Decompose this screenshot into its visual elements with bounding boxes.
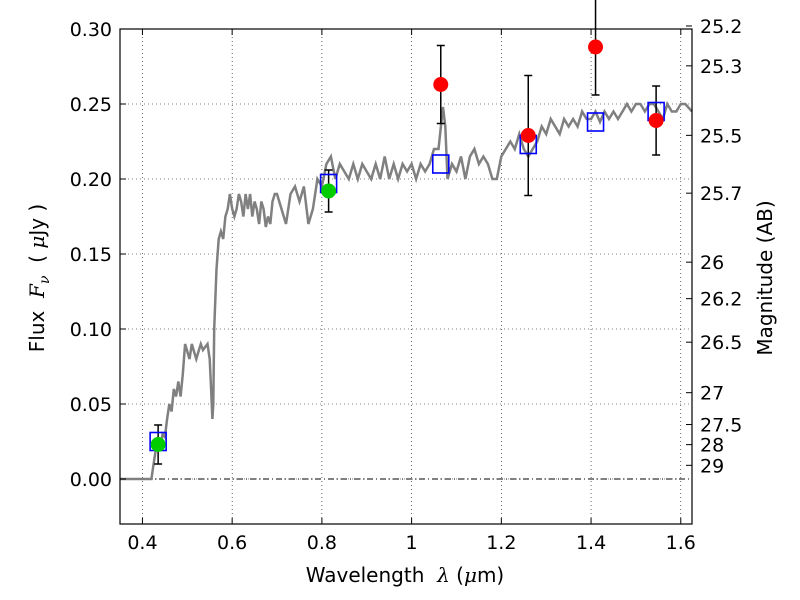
y-tick-label: 0.25: [70, 94, 112, 116]
x-axis-ticks: 0.4 0.6 0.8 1 1.2 1.4 1.6: [127, 29, 696, 554]
y2-tick-label: 25.2: [700, 16, 742, 38]
y2-tick-label: 28: [700, 435, 724, 457]
y2-tick-label: 25.3: [700, 56, 742, 78]
y-tick-label: 0.20: [70, 169, 112, 191]
data-points: [150, 39, 664, 452]
x-tick-label: 0.4: [127, 532, 157, 554]
x-axis-label: Wavelength λ (μm): [306, 563, 505, 587]
y2-tick-label: 27.5: [700, 415, 742, 437]
y2-tick-label: 26: [700, 252, 724, 274]
y-tick-label: 0.15: [70, 244, 112, 266]
y2-tick-label: 25.7: [700, 183, 742, 205]
red-data-point: [588, 39, 604, 55]
model-box-marker: [586, 112, 605, 132]
spectrum-line: [120, 100, 693, 481]
y2-tick-label: 29: [700, 455, 724, 477]
y-axis-label: Flux Fν ( μJy ): [25, 204, 53, 352]
y2-tick-label: 26.2: [700, 289, 742, 311]
red-data-point: [648, 113, 664, 128]
x-tick-label: 1.2: [486, 532, 516, 554]
y-tick-label: 0.10: [70, 319, 112, 341]
y-axis-ticks: 0.00 0.05 0.10 0.15 0.20 0.25 0.30: [70, 19, 126, 491]
error-bars: [154, 0, 661, 465]
red-data-point: [433, 77, 449, 92]
grid-lines: [120, 28, 692, 524]
y-tick-label: 0.30: [70, 19, 112, 41]
y-tick-label: 0.00: [70, 469, 112, 491]
plot-frame: [119, 28, 693, 525]
x-tick-label: 0.6: [217, 532, 247, 554]
y-tick-label: 0.05: [70, 394, 112, 416]
y2-tick-label: 26.5: [700, 332, 742, 354]
y2-tick-label: 27: [700, 383, 724, 405]
red-data-point: [520, 128, 536, 143]
x-tick-label: 1: [406, 532, 418, 554]
model-box-marker: [431, 154, 450, 174]
x-tick-label: 1.6: [666, 532, 696, 554]
y2-axis-label: Magnitude (AB): [753, 200, 777, 355]
x-tick-label: 1.4: [576, 532, 606, 554]
x-tick-label: 0.8: [307, 532, 337, 554]
y2-tick-label: 25.5: [700, 125, 742, 147]
model-boxes: [149, 101, 665, 452]
green-data-point: [150, 437, 166, 452]
green-data-point: [321, 183, 337, 199]
